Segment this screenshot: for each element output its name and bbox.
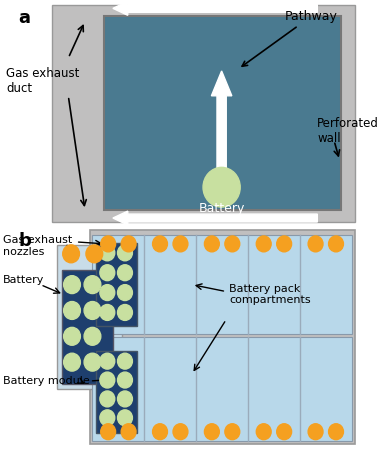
Bar [96,351,137,433]
Circle shape [308,424,323,440]
Text: Pathway: Pathway [242,10,338,66]
Circle shape [277,424,292,440]
Circle shape [329,424,343,440]
Circle shape [118,265,132,281]
Circle shape [84,276,101,293]
Circle shape [100,372,115,388]
Circle shape [203,167,240,207]
Circle shape [100,245,115,261]
Circle shape [225,236,240,252]
Bar [92,338,352,441]
Bar [52,5,355,222]
Circle shape [204,424,219,440]
Circle shape [173,424,188,440]
Circle shape [152,424,168,440]
Circle shape [100,285,115,301]
Circle shape [64,353,80,371]
Circle shape [204,236,219,252]
Circle shape [101,424,116,440]
Text: Battery pack
compartments: Battery pack compartments [229,284,311,306]
Circle shape [64,327,80,345]
Circle shape [100,353,115,369]
FancyArrow shape [113,211,317,225]
Text: b: b [18,232,31,250]
Bar [96,243,137,326]
Text: Battery module: Battery module [3,376,90,386]
Circle shape [118,245,132,261]
Circle shape [256,236,271,252]
Circle shape [84,327,101,345]
Text: Battery: Battery [198,202,245,215]
Circle shape [84,302,101,319]
Circle shape [118,353,132,369]
Bar [62,270,113,384]
Bar [92,235,352,334]
Circle shape [152,236,168,252]
Circle shape [121,236,136,252]
Circle shape [100,305,115,320]
Circle shape [100,265,115,281]
Text: Battery: Battery [3,274,45,285]
Circle shape [256,424,271,440]
Circle shape [86,245,103,263]
Circle shape [63,245,80,263]
Circle shape [329,236,343,252]
Circle shape [173,236,188,252]
Text: Gas exhaust
nozzles: Gas exhaust nozzles [3,235,73,256]
Bar [90,230,355,444]
Circle shape [277,236,292,252]
Circle shape [64,276,80,293]
Circle shape [121,424,136,440]
Circle shape [84,353,101,371]
Circle shape [118,305,132,320]
Circle shape [100,410,115,426]
FancyArrow shape [113,1,317,15]
Text: Gas exhaust
duct: Gas exhaust duct [6,67,80,95]
Text: a: a [18,9,30,27]
Text: Perforated
wall: Perforated wall [317,117,379,144]
FancyArrow shape [211,71,232,180]
Circle shape [101,236,116,252]
Circle shape [118,391,132,407]
Circle shape [118,372,132,388]
Circle shape [225,424,240,440]
Circle shape [118,285,132,301]
Circle shape [308,236,323,252]
Circle shape [118,410,132,426]
Bar [104,16,341,210]
Bar [57,245,122,389]
Circle shape [100,391,115,407]
Circle shape [64,302,80,319]
